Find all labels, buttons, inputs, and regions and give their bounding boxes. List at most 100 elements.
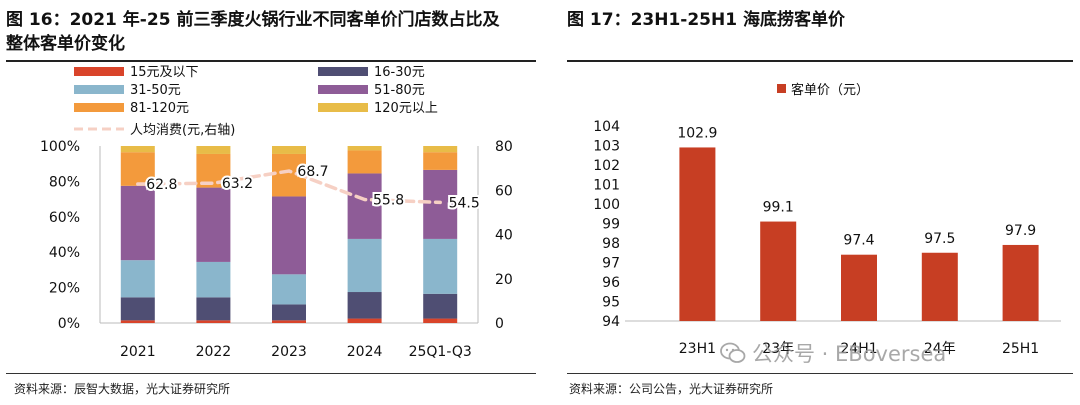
watermark: 公众号 · EBoversea [720, 338, 946, 369]
bar-segment-1 [347, 292, 382, 319]
y-left-tick-label: 100% [40, 139, 80, 155]
figure-16-bottom-rule [6, 373, 536, 374]
bar-segment-5 [347, 146, 382, 151]
watermark-text: 公众号 · EBoversea [752, 342, 947, 366]
y-tick-label: 99 [602, 217, 620, 233]
bar-segment-5 [120, 146, 155, 153]
figure-16-title-line1: 图 16：2021 年-25 前三季度火锅行业不同客单价门店数占比及 [6, 10, 500, 30]
legend-label-4: 81-120元 [130, 101, 189, 116]
y-tick-label: 104 [593, 119, 620, 135]
line-data-label: 63.2 [222, 176, 253, 192]
bar-segment-3 [272, 196, 306, 275]
bar-data-label: 97.9 [1005, 223, 1036, 239]
bar-segment-3 [196, 187, 231, 262]
y-tick-label: 102 [593, 158, 620, 174]
legend-label-5: 120元以上 [374, 101, 438, 116]
bar-segment-2 [272, 274, 306, 305]
figure-17-title: 图 17：23H1-25H1 海底捞客单价 [567, 10, 845, 30]
bar-segment-0 [272, 320, 306, 323]
bar-segment-3 [423, 169, 458, 239]
bar-data-label: 97.4 [843, 233, 874, 249]
line-data-label: 55.8 [373, 193, 404, 209]
y-tick-label: 98 [602, 236, 620, 252]
y-tick-label: 96 [602, 275, 620, 291]
y-right-tick-label: 60 [495, 183, 513, 199]
figure-17-chart: 客单价（元） 94 95 96 97 98 99 100 101 102 103 104 102.9 23… [593, 82, 1061, 357]
bar-data-label: 99.1 [763, 200, 794, 216]
legend-label: 客单价（元） [791, 82, 869, 98]
y-left-tick-label: 80% [49, 174, 80, 190]
legend-swatch-5 [318, 103, 368, 112]
line-data-label: 54.5 [449, 195, 480, 211]
y-tick-label: 100 [593, 197, 620, 213]
x-tick-label: 25Q1-Q3 [409, 344, 472, 360]
bar-segment-2 [347, 238, 382, 293]
x-tick-label: 24年 [924, 341, 956, 357]
bar-segment-1 [196, 297, 231, 321]
bar [760, 221, 797, 321]
line-data-label: 62.8 [146, 177, 177, 193]
bar-segment-1 [272, 304, 306, 321]
bar-segment-4 [347, 150, 382, 174]
bar-segment-3 [347, 173, 382, 239]
bar-segment-4 [423, 152, 458, 170]
x-tick-label: 2022 [196, 344, 232, 360]
legend-label-1: 16-30元 [374, 65, 425, 80]
line-data-label: 68.7 [297, 164, 328, 180]
figure-16-title-line2: 整体客单价变化 [6, 34, 125, 54]
bar-segment-2 [423, 238, 458, 294]
y-left-tick-label: 0% [58, 316, 80, 332]
figure-17-panel: 图 17：23H1-25H1 海底捞客单价 客单价（元） 94 95 96 97 98 99… [565, 0, 1080, 405]
y-tick-label: 95 [602, 295, 620, 311]
x-tick-label: 2023 [271, 344, 307, 360]
figure-16-source: 资料来源：辰智大数据，光大证券研究所 [14, 382, 231, 396]
x-tick-label: 24H1 [840, 341, 877, 357]
bar [841, 254, 877, 321]
bar-segment-0 [423, 318, 458, 323]
figure-16-panel: 图 16：2021 年-25 前三季度火锅行业不同客单价门店数占比及 整体客单价… [6, 8, 536, 396]
y-right-tick-label: 80 [495, 139, 513, 155]
bar-segment-5 [196, 146, 231, 154]
y-left-tick-label: 60% [49, 210, 80, 226]
bar [679, 147, 716, 321]
legend-swatch-3 [318, 85, 368, 94]
bar-segment-3 [120, 185, 155, 261]
y-tick-label: 103 [593, 139, 620, 155]
y-tick-label: 101 [593, 178, 620, 194]
x-tick-label: 23H1 [679, 341, 716, 357]
legend-swatch-1 [318, 67, 368, 76]
legend-swatch-4 [74, 103, 124, 112]
legend-line-label: 人均消费(元,右轴) [130, 123, 235, 138]
figure-16-title: 图 16：2021 年-25 前三季度火锅行业不同客单价门店数占比及 整体客单价… [6, 8, 499, 56]
bar [1002, 244, 1039, 321]
y-right-tick-label: 0 [495, 316, 504, 332]
bar-segment-5 [272, 146, 306, 154]
legend-swatch-2 [74, 85, 124, 94]
x-tick-label: 23年 [762, 341, 794, 357]
figure-16-title-rule [6, 60, 536, 62]
figure-17-title-rule [567, 60, 1073, 62]
bar-segment-5 [423, 146, 458, 153]
figure-16-chart: 15元及以下 16-30元 31-50元 51-80元 81-120元 120元以上人均消… [40, 65, 513, 360]
y-right-tick-label: 40 [495, 228, 513, 244]
bar-data-label: 102.9 [677, 125, 717, 141]
wechat-icon [720, 342, 746, 369]
line-series-per-capita [136, 169, 442, 205]
bar-segment-1 [423, 293, 458, 319]
bar-segment-2 [196, 261, 231, 298]
legend-label-0: 15元及以下 [130, 65, 199, 80]
y-left-tick-label: 40% [49, 245, 80, 261]
bar-segment-4 [120, 152, 155, 186]
figure-17-bottom-rule [567, 373, 1073, 374]
bar-segment-0 [120, 320, 155, 323]
bar-segment-0 [347, 318, 382, 323]
legend-swatch [777, 84, 786, 93]
bar-segment-1 [120, 297, 155, 321]
bar-data-label: 97.5 [924, 231, 955, 247]
y-left-tick-label: 20% [49, 281, 80, 297]
legend-label-2: 31-50元 [130, 83, 181, 98]
figure-17-source: 资料来源：公司公告，光大证券研究所 [569, 382, 774, 396]
bar-segment-2 [120, 260, 155, 298]
bar-segment-0 [196, 320, 231, 323]
x-tick-label: 2024 [347, 344, 383, 360]
